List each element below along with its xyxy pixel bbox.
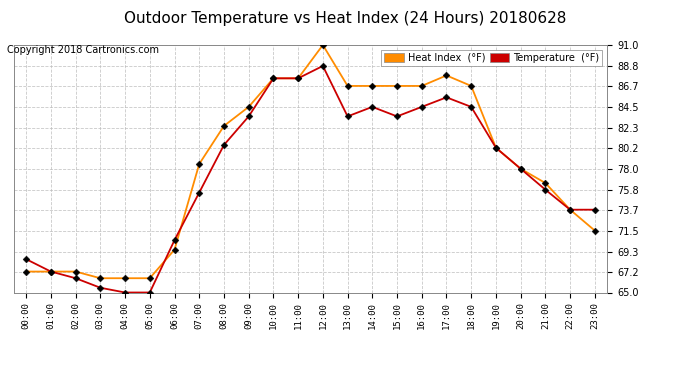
Text: Copyright 2018 Cartronics.com: Copyright 2018 Cartronics.com	[7, 45, 159, 55]
Legend: Heat Index  (°F), Temperature  (°F): Heat Index (°F), Temperature (°F)	[382, 50, 602, 66]
Text: Outdoor Temperature vs Heat Index (24 Hours) 20180628: Outdoor Temperature vs Heat Index (24 Ho…	[124, 11, 566, 26]
